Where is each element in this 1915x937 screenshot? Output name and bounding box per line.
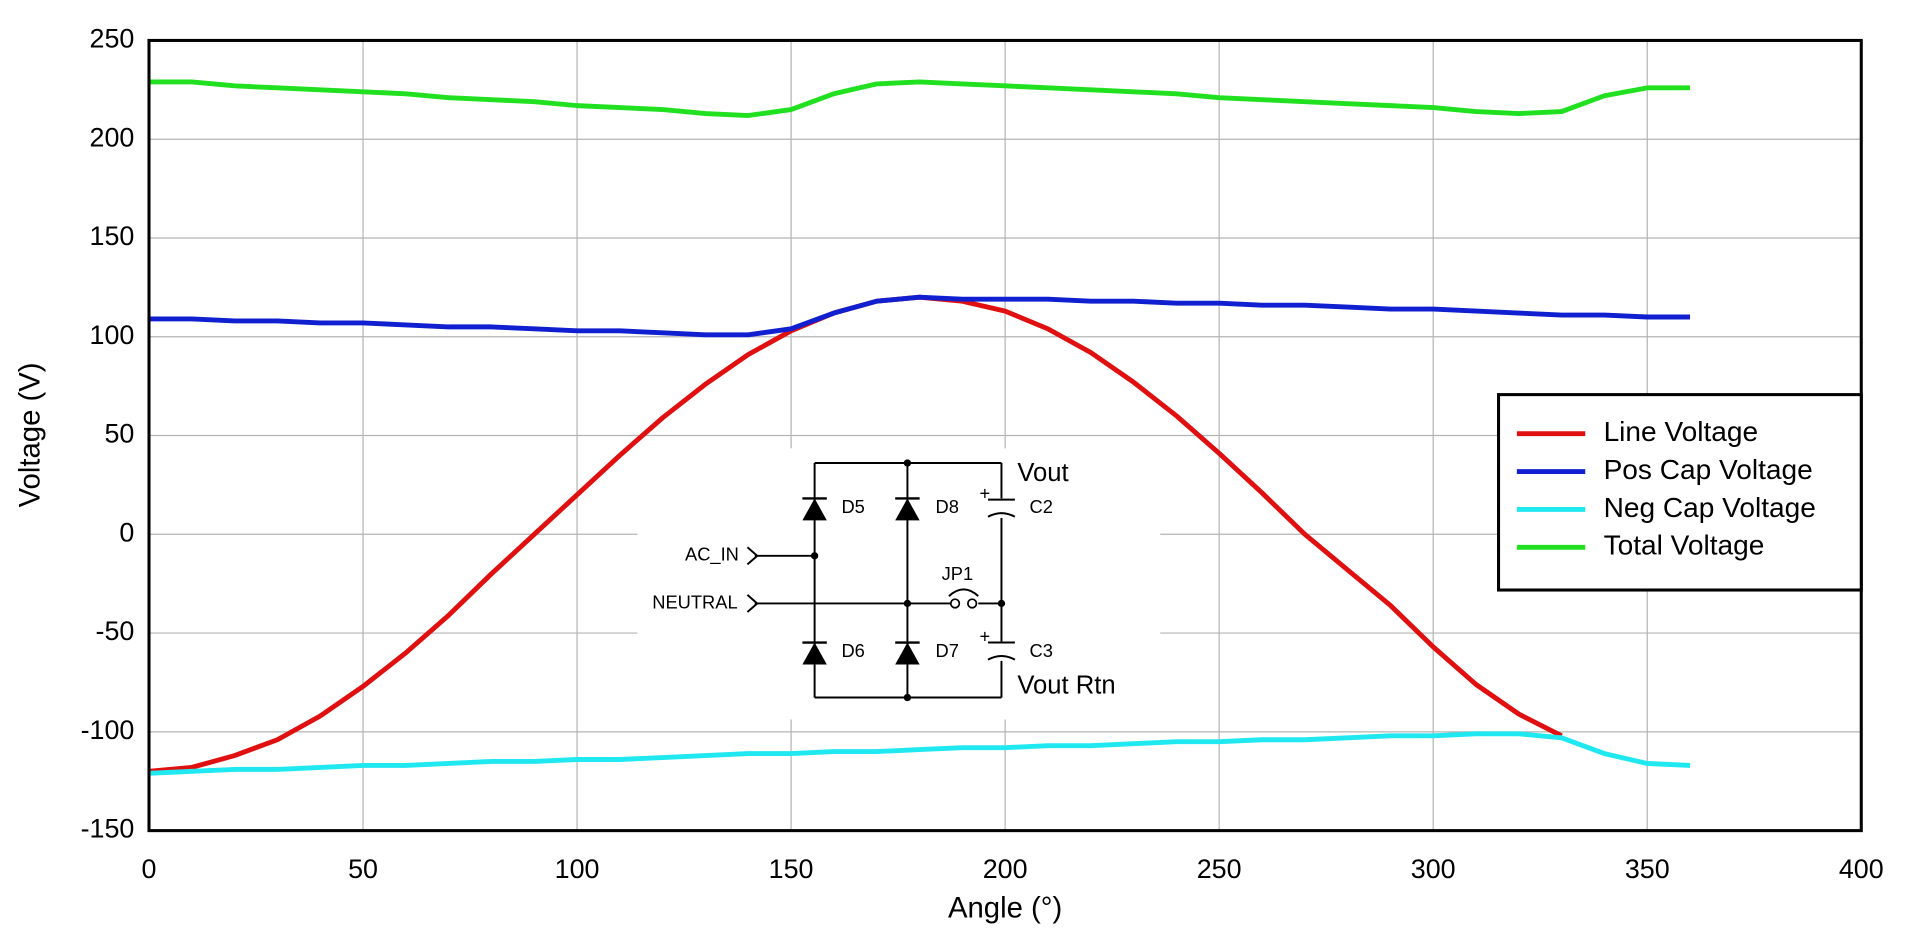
x-tick-label: 350 xyxy=(1625,854,1670,884)
inset-label: NEUTRAL xyxy=(652,591,737,612)
x-tick-label: 150 xyxy=(769,854,814,884)
legend: Line Voltage Pos Cap Voltage Neg Cap Volta… xyxy=(1497,393,1863,592)
inset-label: + xyxy=(979,625,990,646)
y-tick-label: -50 xyxy=(96,616,135,646)
inset-label: Vout xyxy=(1017,459,1068,487)
legend-label: Pos Cap Voltage xyxy=(1604,454,1813,485)
legend-label: Neg Cap Voltage xyxy=(1604,492,1816,523)
inset-background xyxy=(637,448,1161,720)
y-tick-label: -150 xyxy=(81,814,135,844)
y-tick-label: 50 xyxy=(104,419,134,449)
y-tick-label: -100 xyxy=(81,715,135,745)
y-tick-label: 200 xyxy=(90,122,135,152)
inset-label: C2 xyxy=(1030,496,1053,517)
data-line xyxy=(148,731,1691,776)
x-tick-label: 50 xyxy=(348,854,378,884)
y-tick-label: 100 xyxy=(90,320,135,350)
inset-label: D6 xyxy=(841,640,864,661)
inset-label: JP1 xyxy=(942,563,974,584)
jumper-pin xyxy=(967,598,978,609)
inset-label: Vout Rtn xyxy=(1017,671,1115,699)
schematic-inset: D5 D8 Vout C2 AC_IN JP1 NEUTRAL D6 D7 C3… xyxy=(637,448,1161,720)
inset-label: AC_IN xyxy=(685,544,739,566)
x-axis-label: Angle (°) xyxy=(948,892,1062,925)
data-line xyxy=(148,294,1691,338)
connectors xyxy=(746,546,759,613)
data-line xyxy=(148,79,1691,118)
diodes xyxy=(802,459,1006,702)
inset-label: C3 xyxy=(1030,640,1053,661)
jumper-pin xyxy=(949,598,961,609)
legend-label: Total Voltage xyxy=(1604,530,1765,561)
y-tick-label: 150 xyxy=(90,221,135,251)
y-axis-label: Voltage (V) xyxy=(14,362,47,507)
x-tick-label: 300 xyxy=(1411,854,1456,884)
y-tick-label: 250 xyxy=(90,24,135,54)
x-tick-label: 100 xyxy=(555,854,600,884)
x-tick-label: 0 xyxy=(142,854,157,884)
capacitors xyxy=(948,498,1016,661)
legend-box xyxy=(1497,393,1863,592)
inset-label: D7 xyxy=(936,640,959,661)
x-tick-label: 400 xyxy=(1839,854,1884,884)
inset-label: + xyxy=(979,483,990,504)
inset-label: D8 xyxy=(936,496,959,517)
legend-label: Line Voltage xyxy=(1604,416,1759,447)
inset-label: D5 xyxy=(841,496,864,517)
y-tick-label: 0 xyxy=(119,517,134,547)
x-tick-label: 200 xyxy=(983,854,1028,884)
x-tick-label: 250 xyxy=(1197,854,1242,884)
plot-lines xyxy=(148,79,1691,776)
